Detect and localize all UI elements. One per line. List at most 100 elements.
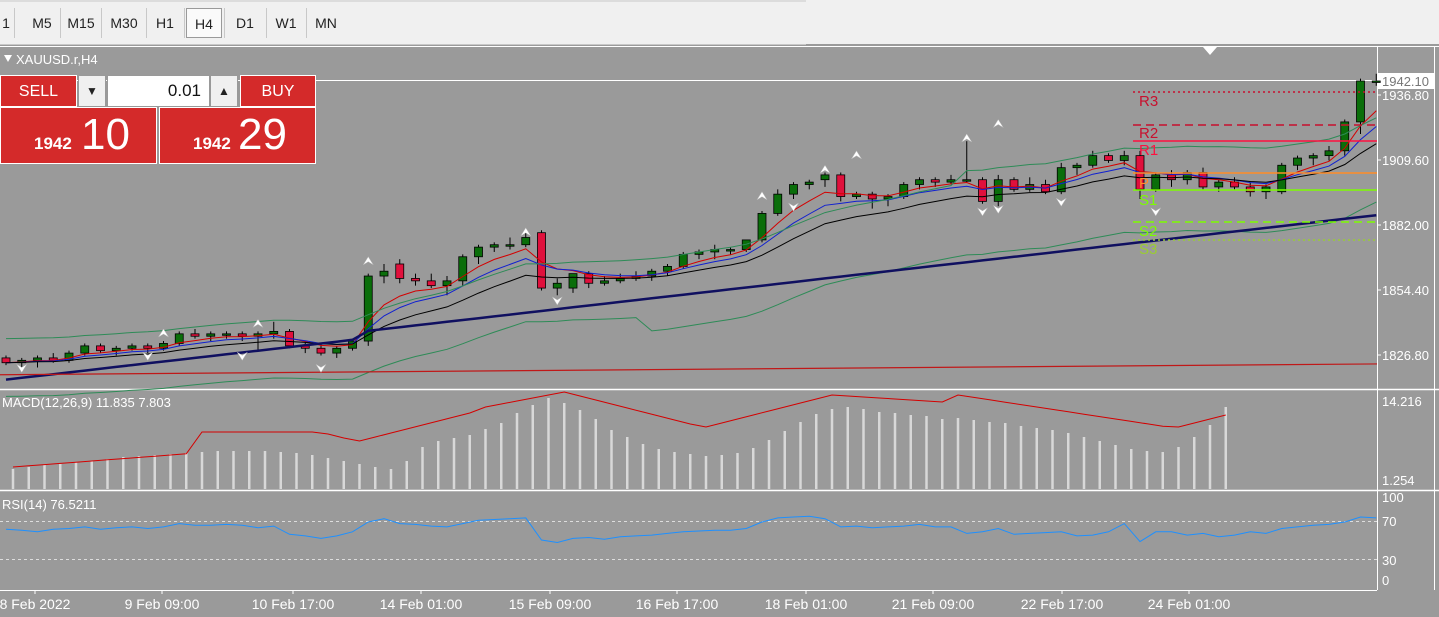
lot-increase-button[interactable]: ▲	[210, 75, 238, 107]
rsi-tick-label: 100	[1382, 490, 1404, 505]
fractal-arrow-icon	[788, 202, 799, 212]
time-axis-label: 14 Feb 01:00	[380, 596, 463, 612]
toolbar-separator	[266, 8, 267, 38]
ma-long-red	[0, 363, 1378, 376]
chart-symbol-label: XAUUSD.r,H4	[16, 52, 98, 67]
timeframe-1[interactable]: 1	[2, 15, 10, 31]
candle-body	[663, 266, 672, 272]
candle-body	[111, 347, 121, 352]
candle-body	[1198, 172, 1208, 188]
candle-body	[80, 345, 90, 354]
bollinger-lower	[5, 201, 1377, 397]
candle-body	[458, 256, 468, 282]
buy-price-box[interactable]: 1942 29	[159, 107, 316, 164]
fractal-arrow-icon	[1056, 197, 1067, 207]
timeframe-h1[interactable]: H1	[156, 15, 174, 31]
macd-tick-label: 14.216	[1382, 394, 1422, 409]
price-tick-label: 1909.60	[1382, 153, 1429, 168]
candle-body	[552, 282, 562, 289]
toolbar-separator	[60, 8, 61, 38]
candle-body	[143, 345, 153, 349]
toolbar-separator	[14, 8, 15, 38]
candle-body	[1340, 121, 1350, 152]
pivot-label: P	[1139, 175, 1149, 192]
timeframe-m5[interactable]: M5	[32, 15, 52, 31]
pivot-label: S1	[1139, 192, 1157, 209]
candle-body	[190, 333, 200, 337]
timeframe-m15[interactable]: M15	[67, 15, 95, 31]
candle-body	[1214, 181, 1224, 188]
candle-body	[96, 345, 105, 352]
price-tick-label: 1826.80	[1382, 348, 1429, 363]
fractal-arrow-icon	[1150, 207, 1161, 217]
macd-label: MACD(12,26,9) 11.835 7.803	[2, 395, 171, 410]
candle-body	[946, 179, 956, 183]
candle-body	[962, 179, 972, 182]
pivot-label: R3	[1139, 93, 1158, 110]
candle-body	[474, 246, 483, 258]
current-price-label: 1942.10	[1382, 74, 1429, 89]
candle-body	[537, 232, 546, 289]
chevron-down-icon: ▼	[86, 84, 98, 98]
time-axis-label: 21 Feb 09:00	[892, 596, 975, 612]
candle-body	[206, 333, 216, 337]
rsi-tick-label: 0	[1382, 573, 1389, 588]
candle-body	[379, 270, 389, 277]
fractal-arrow-icon	[520, 227, 531, 237]
candle-body	[426, 280, 436, 287]
candle-body	[757, 213, 767, 241]
candle-body	[647, 270, 657, 277]
ma-black	[5, 143, 1377, 364]
candle-body	[505, 244, 515, 247]
timeframe-h4[interactable]: H4	[186, 8, 222, 38]
candle-body	[789, 184, 798, 195]
timeframe-m30[interactable]: M30	[110, 15, 138, 31]
candle-body	[1371, 80, 1381, 83]
one-click-trading-panel: SELL ▼ 0.01 ▲ BUY 1942 10 1942 29	[0, 75, 316, 164]
candle-body	[978, 179, 987, 202]
toolbar-empty-area	[806, 0, 1439, 44]
fractal-arrow-icon	[851, 150, 862, 160]
fractal-arrow-icon	[16, 364, 27, 373]
candle-body	[1356, 80, 1365, 123]
toolbar-separator	[146, 8, 147, 38]
fractal-arrow-icon	[819, 164, 831, 174]
candle-body	[820, 174, 830, 181]
toolbar-separator	[101, 8, 102, 38]
current-price-box	[1378, 73, 1434, 89]
toolbar-top-border	[0, 0, 806, 2]
timeframe-d1[interactable]: D1	[236, 15, 254, 31]
ma-slow-navy	[5, 213, 1377, 381]
macd-signal-line	[12, 391, 1226, 468]
candle-body	[568, 273, 578, 289]
candle-body	[316, 347, 326, 354]
fractal-arrow-icon	[237, 352, 248, 361]
timeframe-mn[interactable]: MN	[315, 15, 337, 31]
candle-body	[127, 345, 137, 349]
price-tick-label: 1936.80	[1382, 88, 1429, 103]
candle-body	[1104, 155, 1113, 161]
time-axis-label: 24 Feb 01:00	[1148, 596, 1231, 612]
ma-fast-red	[5, 110, 1377, 364]
pivot-label: S3	[1139, 241, 1157, 258]
candle-body	[442, 280, 452, 287]
fractal-arrow-icon	[315, 364, 327, 373]
lot-size-input[interactable]: 0.01	[107, 75, 210, 107]
candle-body	[930, 179, 940, 183]
lot-decrease-button[interactable]: ▼	[78, 75, 106, 107]
fractal-arrow-icon	[977, 207, 988, 217]
candle-body	[1293, 157, 1302, 166]
toolbar-separator	[224, 8, 225, 38]
candle-body	[804, 181, 814, 185]
fractal-arrow-icon	[142, 352, 153, 361]
buy-button[interactable]: BUY	[240, 75, 316, 107]
timeframe-w1[interactable]: W1	[275, 15, 297, 31]
candle-body	[867, 193, 877, 200]
candle-body	[332, 347, 342, 354]
candle-body	[521, 237, 531, 246]
timeframe-toolbar	[0, 0, 806, 45]
sell-button[interactable]: SELL	[0, 75, 77, 107]
candle-body	[915, 179, 924, 185]
time-axis-label: 9 Feb 09:00	[125, 596, 200, 612]
sell-price-box[interactable]: 1942 10	[0, 107, 157, 164]
